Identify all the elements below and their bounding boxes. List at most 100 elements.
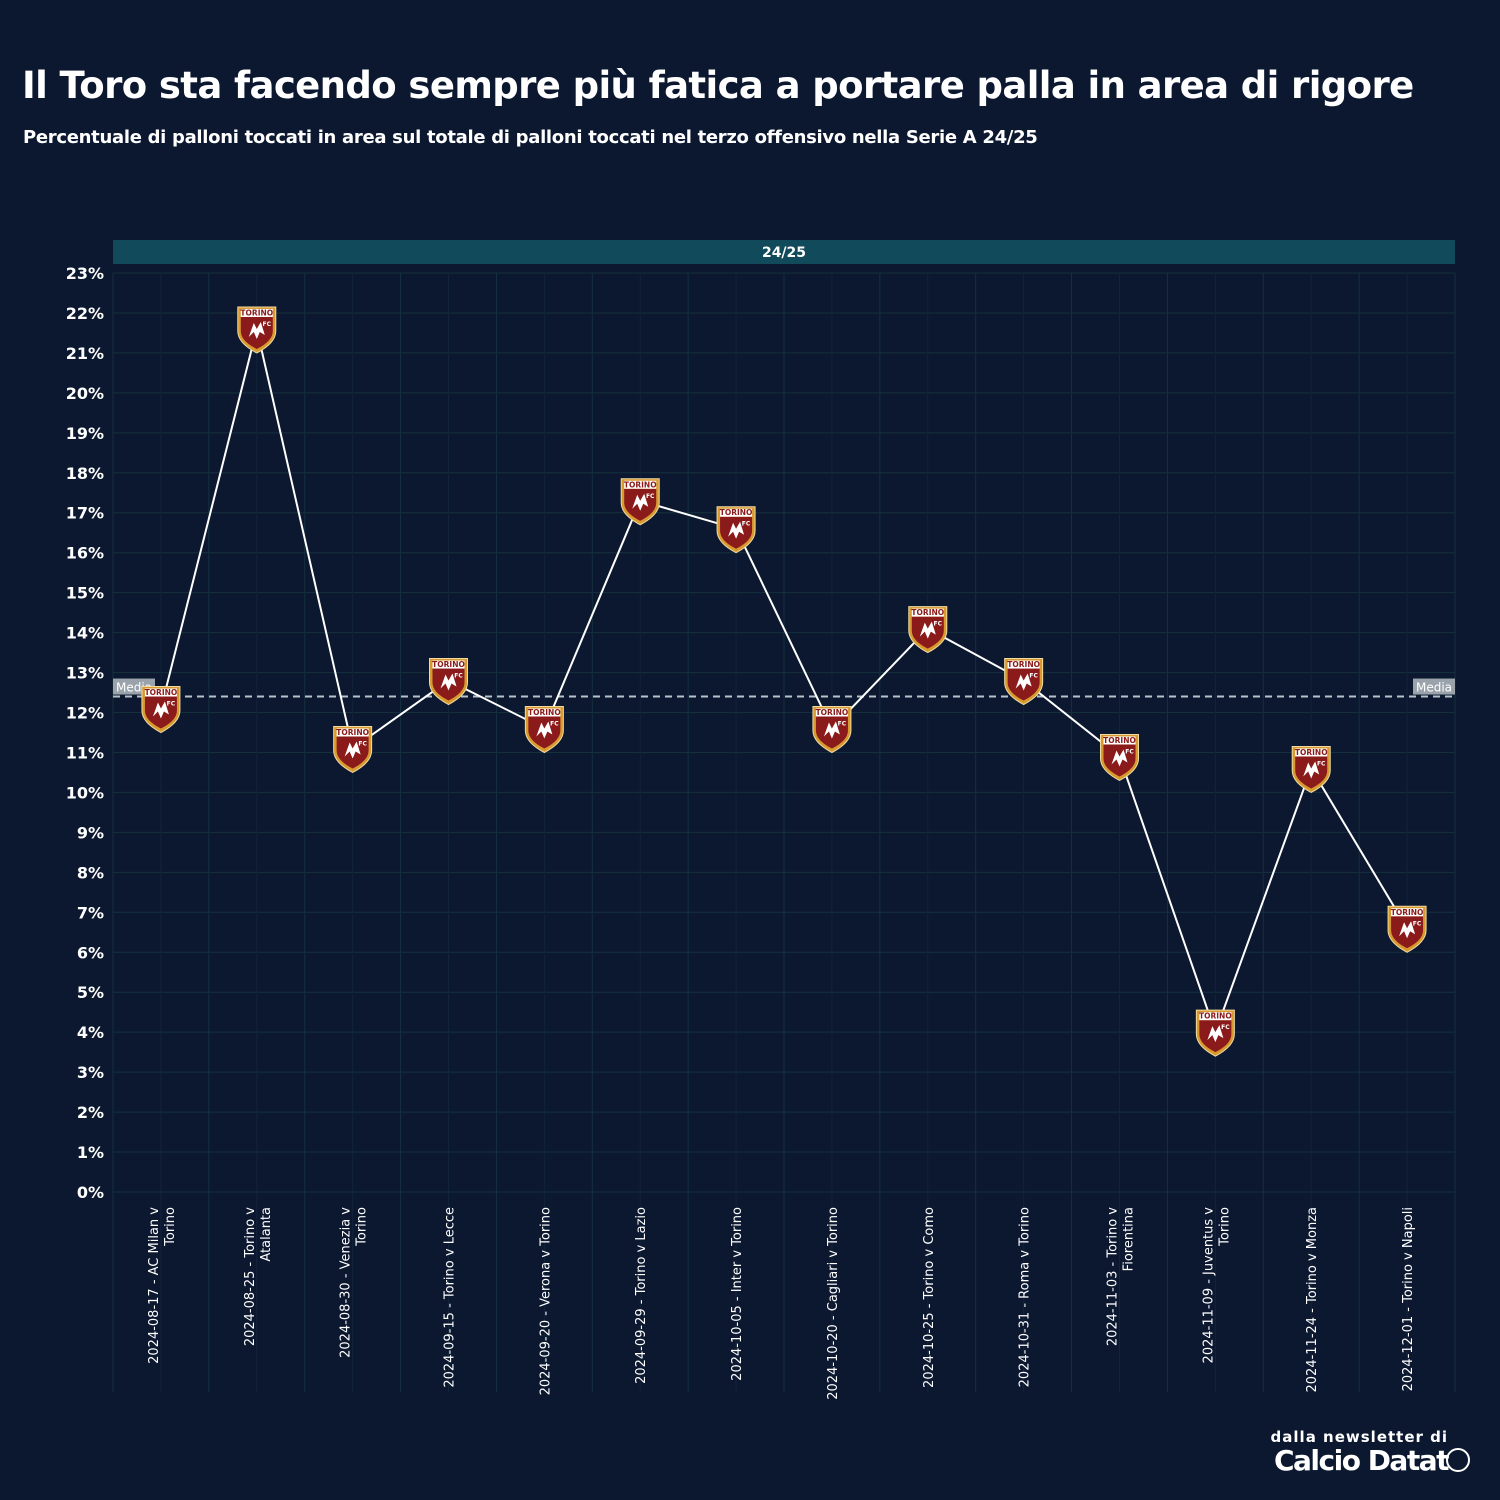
badge-label: TORINO	[1007, 660, 1040, 669]
badge-sublabel: FC	[1413, 920, 1422, 927]
y-tick-label: 7%	[77, 903, 104, 922]
y-tick-label: 17%	[66, 504, 104, 523]
y-tick-label: 16%	[66, 544, 104, 563]
badge-band	[815, 708, 848, 717]
x-tick-label: 2024-09-29 - Torino v Lazio	[634, 1207, 649, 1384]
badge-sublabel: FC	[742, 521, 751, 528]
badge-sublabel: FC	[646, 493, 655, 500]
x-tick-label-line: 2024-10-25 - Torino v Como	[922, 1207, 937, 1388]
badge-sublabel: FC	[550, 721, 559, 728]
mean-label-text: Media	[1416, 681, 1452, 695]
x-tick-label: 2024-08-25 - Torino v Atalanta	[243, 1207, 274, 1346]
badge-sublabel: FC	[358, 740, 367, 747]
y-tick-label: 13%	[66, 664, 104, 683]
y-tick-label: 6%	[77, 943, 104, 962]
x-tick-label: 2024-11-24 - Torino v Monza	[1305, 1207, 1320, 1393]
badge-band	[1199, 1012, 1232, 1021]
badge-label: TORINO	[1199, 1012, 1232, 1021]
badge-bull-icon	[1303, 761, 1320, 779]
facet-strip	[113, 240, 1455, 264]
x-tick-label: 2024-10-05 - Inter v Torino	[730, 1207, 745, 1381]
x-tick-label-line: 2024-11-24 - Torino v Monza	[1305, 1207, 1320, 1393]
data-point-badge: TORINO FC	[716, 506, 756, 554]
badge-label: TORINO	[145, 688, 178, 697]
badge-label: TORINO	[1391, 908, 1424, 917]
badge-sublabel: FC	[838, 721, 847, 728]
data-point-badge: TORINO FC	[1004, 658, 1044, 706]
x-tick-label-line: Atalanta	[259, 1207, 274, 1262]
badge-sublabel: FC	[1125, 748, 1134, 755]
badge-bull-icon	[1207, 1025, 1224, 1043]
x-tick-label: 2024-08-17 - AC Milan v Torino	[147, 1207, 178, 1364]
badge-label: TORINO	[336, 728, 369, 737]
badge-sublabel: FC	[934, 621, 943, 628]
badge-sublabel: FC	[263, 321, 272, 328]
badge-label: TORINO	[1103, 736, 1136, 745]
y-tick-label: 9%	[77, 823, 104, 842]
chart-title: Il Toro sta facendo sempre più fatica a …	[22, 64, 1414, 107]
data-point-badge: TORINO FC	[1100, 733, 1139, 782]
badge-band	[144, 688, 177, 697]
badge-label: TORINO	[528, 708, 561, 717]
badge-bull-icon	[440, 673, 457, 691]
badge-label: TORINO	[624, 480, 657, 489]
badge-bull-icon	[152, 701, 169, 719]
badge-label: TORINO	[911, 608, 944, 617]
badge-sublabel: FC	[1029, 673, 1038, 680]
chart-subtitle: Percentuale di palloni toccati in area s…	[23, 127, 1038, 148]
badge-band	[1007, 660, 1040, 669]
x-tick-label-line: 2024-08-30 - Venezia v	[339, 1207, 354, 1358]
y-tick-label: 8%	[77, 863, 104, 882]
y-tick-label: 22%	[66, 304, 104, 323]
y-tick-label: 1%	[77, 1143, 104, 1162]
y-tick-label: 15%	[66, 584, 104, 603]
badge-bull-icon	[919, 621, 936, 639]
badge-band	[1295, 748, 1328, 757]
data-point-badge: TORINO FC	[812, 706, 852, 754]
x-tick-label-line: Torino	[163, 1207, 178, 1247]
badge-label: TORINO	[1295, 748, 1328, 757]
badge-sublabel: FC	[167, 701, 176, 708]
x-tick-label-line: 2024-08-17 - AC Milan v	[147, 1207, 162, 1364]
source-credit: dalla newsletter di Calcio Datat	[1270, 1428, 1470, 1477]
x-tick-label-line: 2024-10-31 - Roma v Torino	[1018, 1207, 1033, 1387]
data-point-badge: TORINO FC	[429, 658, 468, 706]
badge-band	[528, 708, 561, 717]
data-point-badge: TORINO FC	[333, 725, 373, 774]
y-tick-label: 18%	[66, 464, 104, 483]
badge-bull-icon	[823, 721, 840, 739]
x-tick-label: 2024-11-09 - Juventus v Torino	[1201, 1207, 1232, 1364]
badge-band	[1103, 736, 1136, 745]
x-tick-label-line: 2024-10-05 - Inter v Torino	[730, 1207, 745, 1381]
x-tick-label-line: Fiorentina	[1122, 1207, 1137, 1271]
badge-band	[432, 660, 465, 669]
badge-band	[240, 308, 273, 317]
x-tick-label-line: 2024-11-03 - Torino v	[1106, 1207, 1121, 1346]
y-tick-label: 0%	[77, 1183, 104, 1202]
mean-label-right: Media	[1413, 678, 1455, 695]
y-tick-label: 20%	[66, 384, 104, 403]
x-tick-label: 2024-09-15 - Torino v Lecce	[443, 1207, 458, 1388]
badge-band	[624, 480, 657, 489]
badge-bull-icon	[1399, 921, 1416, 939]
facet-strip-label: 24/25	[762, 245, 806, 261]
badge-bull-icon	[728, 521, 745, 539]
badge-bull-icon	[536, 721, 553, 739]
badge-band	[911, 608, 944, 617]
credit-logo-text: Calcio Datat	[1273, 1444, 1450, 1477]
x-tick-label: 2024-10-31 - Roma v Torino	[1018, 1207, 1033, 1387]
badge-sublabel: FC	[454, 673, 463, 680]
x-tick-label-line: 2024-08-25 - Torino v	[243, 1207, 258, 1346]
y-tick-label: 12%	[66, 704, 104, 723]
badge-bull-icon	[248, 321, 265, 339]
x-tick-label: 2024-09-20 - Verona v Torino	[538, 1207, 553, 1395]
x-tick-label-line: 2024-09-29 - Torino v Lazio	[634, 1207, 649, 1384]
badge-bull-icon	[632, 493, 649, 511]
x-tick-label-line: Torino	[1217, 1207, 1232, 1247]
badge-label: TORINO	[816, 708, 849, 717]
x-tick-label-line: 2024-09-20 - Verona v Torino	[538, 1207, 553, 1395]
x-tick-label-line: 2024-11-09 - Juventus v	[1201, 1207, 1216, 1364]
y-tick-label: 14%	[66, 624, 104, 643]
credit-line: dalla newsletter di	[1270, 1428, 1448, 1446]
